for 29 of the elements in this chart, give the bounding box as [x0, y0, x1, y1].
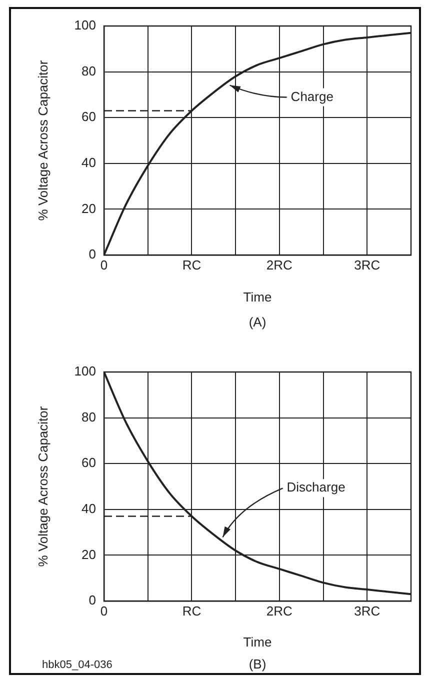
x-tick-label: 0: [100, 257, 108, 272]
x-tick-label: 0: [100, 603, 108, 618]
x-tick-label: 3RC: [354, 257, 380, 272]
y-tick-label: 20: [82, 200, 96, 216]
text: (B): [248, 656, 266, 672]
y-tick-label: 100: [74, 18, 96, 33]
y-tick-label: 80: [82, 63, 96, 78]
y-tick-label: 80: [82, 409, 96, 424]
annotation: Discharge: [286, 480, 346, 495]
y-axis-title: % Voltage Across Capacitor: [35, 406, 50, 567]
x-tick-label: 2RC: [266, 603, 292, 618]
x-axis-title: Time: [243, 634, 272, 650]
y-tick-label: 60: [82, 109, 96, 124]
y-axis-title: % Voltage Across Capacitor: [35, 60, 50, 221]
x-tick-label: 3RC: [354, 603, 380, 618]
y-tick-label: 40: [82, 500, 96, 516]
text: hbk05_04-036: [42, 659, 112, 672]
x-tick-label: 2RC: [266, 257, 292, 272]
text: (A): [248, 314, 266, 330]
y-tick-label: 60: [82, 455, 96, 470]
x-tick-label: RC: [182, 603, 202, 618]
y-tick-label: 20: [82, 546, 96, 562]
annotation: Charge: [290, 88, 334, 104]
y-tick-label: 40: [82, 154, 96, 170]
y-tick-label: 0: [88, 246, 96, 262]
x-tick-label: RC: [182, 257, 202, 272]
x-axis-title: Time: [243, 290, 272, 305]
y-tick-label: 100: [74, 364, 96, 379]
y-tick-label: 0: [88, 592, 96, 608]
